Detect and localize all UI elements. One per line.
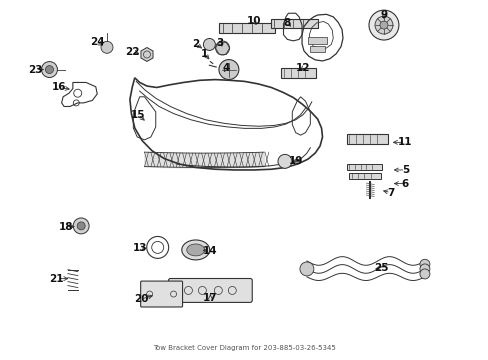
Text: 7: 7 xyxy=(386,188,394,198)
Circle shape xyxy=(41,62,57,77)
Text: 25: 25 xyxy=(373,263,387,273)
Circle shape xyxy=(277,154,291,168)
Text: 24: 24 xyxy=(90,37,104,47)
Bar xyxy=(219,23,275,33)
Text: Tow Bracket Cover Diagram for 203-885-03-26-5345: Tow Bracket Cover Diagram for 203-885-03… xyxy=(152,345,335,351)
Circle shape xyxy=(374,16,392,34)
Text: 18: 18 xyxy=(59,222,74,232)
Circle shape xyxy=(379,21,387,29)
Text: 20: 20 xyxy=(134,294,148,304)
Circle shape xyxy=(368,10,398,40)
Polygon shape xyxy=(141,48,153,62)
Bar xyxy=(281,68,316,78)
Text: 23: 23 xyxy=(28,64,43,75)
Circle shape xyxy=(419,269,429,279)
Text: 2: 2 xyxy=(192,39,199,49)
Circle shape xyxy=(419,259,429,269)
Circle shape xyxy=(299,262,313,276)
Circle shape xyxy=(419,264,429,274)
Bar xyxy=(346,134,387,144)
Circle shape xyxy=(77,222,85,230)
Text: 10: 10 xyxy=(246,17,261,27)
Text: 19: 19 xyxy=(288,156,303,166)
Bar xyxy=(348,173,380,179)
Circle shape xyxy=(101,41,113,53)
Text: 11: 11 xyxy=(397,138,412,147)
Bar xyxy=(346,164,381,170)
Text: 15: 15 xyxy=(131,110,145,120)
Circle shape xyxy=(73,218,89,234)
Circle shape xyxy=(219,60,238,80)
Text: 1: 1 xyxy=(201,49,208,59)
Text: 6: 6 xyxy=(401,179,408,189)
Text: 16: 16 xyxy=(52,82,66,93)
Text: 5: 5 xyxy=(401,165,408,175)
Ellipse shape xyxy=(182,240,209,260)
Bar xyxy=(307,37,327,44)
Bar xyxy=(271,19,317,28)
Text: 9: 9 xyxy=(380,10,386,20)
Text: 21: 21 xyxy=(49,274,64,284)
Text: 13: 13 xyxy=(132,243,146,253)
FancyBboxPatch shape xyxy=(168,279,252,302)
Bar xyxy=(310,45,325,52)
Circle shape xyxy=(215,41,229,55)
Text: 3: 3 xyxy=(216,38,224,48)
Circle shape xyxy=(45,66,53,73)
Circle shape xyxy=(203,39,215,50)
Text: 8: 8 xyxy=(283,18,290,28)
Text: 4: 4 xyxy=(222,63,229,73)
Text: 14: 14 xyxy=(203,246,217,256)
Text: 22: 22 xyxy=(125,46,139,57)
FancyBboxPatch shape xyxy=(141,281,182,307)
Ellipse shape xyxy=(186,244,204,256)
Text: 12: 12 xyxy=(295,63,309,73)
Text: 17: 17 xyxy=(203,293,217,303)
